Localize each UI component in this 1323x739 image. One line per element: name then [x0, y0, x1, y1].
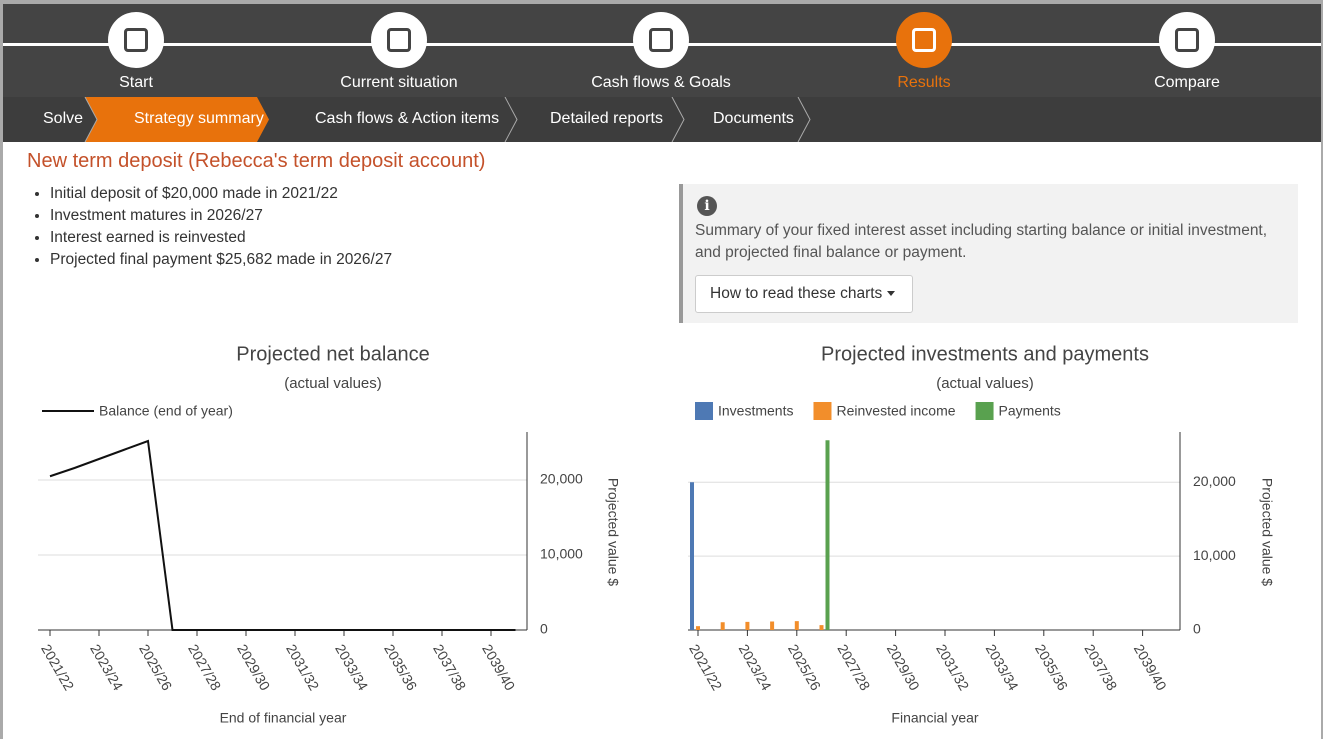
step-label: Cash flows & Goals: [591, 74, 731, 91]
x-tick-label: 2023/24: [87, 641, 126, 693]
info-icon: i: [697, 196, 717, 216]
bar: [819, 625, 824, 630]
sub-nav-item[interactable]: Detailed reports: [550, 110, 663, 127]
x-tick-label: 2035/36: [381, 641, 420, 693]
legend-label: Reinvested income: [836, 403, 955, 419]
step-label: Compare: [1154, 74, 1220, 91]
bar: [825, 440, 830, 630]
legend-label: Payments: [999, 403, 1061, 419]
x-tick-label: 2033/34: [332, 641, 371, 693]
info-text: Summary of your fixed interest asset inc…: [695, 222, 1268, 261]
x-tick-label: 2037/38: [1081, 641, 1120, 693]
info-box: i Summary of your fixed interest asset i…: [679, 184, 1298, 323]
y-axis-label: Projected value $: [1259, 478, 1275, 586]
y-tick-label: 0: [1193, 621, 1201, 637]
y-tick-label: 10,000: [1193, 547, 1236, 563]
x-tick-label: 2021/22: [38, 641, 77, 693]
x-axis-label: Financial year: [891, 710, 978, 726]
y-tick-label: 20,000: [540, 471, 583, 487]
bar: [745, 621, 750, 630]
charts: Projected net balance (actual values) End …: [38, 343, 1275, 726]
y-axis-label: Projected value $: [605, 478, 621, 586]
chart-title: Projected net balance: [236, 343, 429, 365]
chart-subtitle: (actual values): [284, 375, 382, 392]
x-tick-label: 2029/30: [884, 641, 923, 693]
x-tick-label: 2031/32: [283, 641, 322, 693]
sub-nav-item[interactable]: Documents: [713, 110, 794, 127]
legend-swatch: [975, 402, 994, 420]
y-tick-label: 10,000: [540, 546, 583, 562]
x-tick-label: 2033/34: [983, 641, 1022, 693]
bar: [690, 482, 694, 630]
bar: [770, 621, 775, 630]
summary-list: Initial deposit of $20,000 made in 2021/…: [30, 183, 392, 271]
step-icon: [371, 12, 427, 68]
x-tick-label: 2027/28: [185, 641, 224, 693]
summary-item: Investment matures in 2026/27: [50, 205, 392, 227]
sub-nav-item[interactable]: Solve: [43, 110, 84, 127]
step-icon: [1159, 12, 1215, 68]
x-axis-label: End of financial year: [220, 710, 347, 726]
step-label: Current situation: [340, 74, 458, 91]
x-tick-label: 2031/32: [933, 641, 972, 693]
nav-step[interactable]: Start: [36, 4, 236, 92]
sub-nav-item[interactable]: Cash flows & Action items: [315, 110, 500, 127]
x-tick-label: 2025/26: [785, 641, 824, 693]
bar: [794, 621, 799, 630]
x-tick-label: 2021/22: [686, 641, 725, 693]
legend-label: Investments: [718, 403, 793, 419]
nav-step[interactable]: Compare: [1087, 4, 1287, 92]
y-tick-label: 20,000: [1193, 473, 1236, 489]
sub-nav-bg: [84, 97, 811, 142]
x-tick-label: 2039/40: [1131, 641, 1170, 693]
legend-swatch: [813, 402, 832, 420]
bar: [696, 626, 700, 630]
help-button[interactable]: How to read these charts: [695, 275, 913, 313]
chart-title: Projected investments and payments: [821, 343, 1149, 365]
sub-nav: Solve Strategy summary Cash flows & Acti…: [3, 97, 1321, 142]
x-tick-label: 2025/26: [136, 641, 175, 693]
chart-subtitle: (actual values): [936, 375, 1034, 392]
step-label: Results: [897, 74, 951, 91]
x-tick-label: 2029/30: [234, 641, 273, 693]
bar: [720, 622, 725, 630]
nav-step[interactable]: Current situation: [299, 4, 499, 92]
x-tick-label: 2035/36: [1032, 641, 1071, 693]
summary-item: Projected final payment $25,682 made in …: [50, 249, 392, 271]
legend-swatch: [695, 402, 713, 420]
step-label: Start: [119, 74, 153, 91]
step-icon: [633, 12, 689, 68]
line: [49, 439, 516, 631]
nav-step[interactable]: Results: [824, 4, 1024, 92]
x-tick-label: 2027/28: [834, 641, 873, 693]
y-tick-label: 0: [540, 621, 548, 637]
step-icon: [108, 12, 164, 68]
summary-item: Interest earned is reinvested: [50, 227, 392, 249]
x-tick-label: 2037/38: [430, 641, 469, 693]
step-nav: Start Current situation Cash flows & Goa…: [3, 4, 1321, 97]
summary-item: Initial deposit of $20,000 made in 2021/…: [50, 183, 392, 205]
step-icon: [896, 12, 952, 68]
x-tick-label: 2039/40: [479, 641, 518, 693]
legend-label: Balance (end of year): [99, 403, 233, 419]
sub-nav-item[interactable]: Strategy summary: [134, 110, 264, 127]
x-tick-label: 2023/24: [736, 641, 775, 693]
heading: New term deposit (Rebecca's term deposit…: [27, 150, 486, 172]
nav-step[interactable]: Cash flows & Goals: [561, 4, 761, 92]
